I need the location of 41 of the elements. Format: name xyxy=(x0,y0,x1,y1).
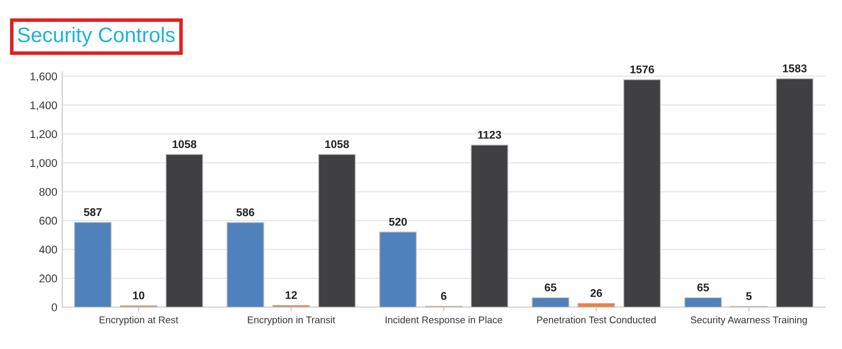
bar xyxy=(166,154,204,308)
bar xyxy=(623,79,661,308)
data-label: 10 xyxy=(133,291,144,300)
bar xyxy=(470,144,508,308)
y-tick-label: 800 xyxy=(39,188,58,196)
x-tick-label: Encryption in Transit xyxy=(248,316,336,326)
bar xyxy=(318,154,356,308)
y-tick-label: 600 xyxy=(39,216,58,225)
data-label: 587 xyxy=(84,208,102,216)
data-label: 65 xyxy=(544,284,556,292)
bar xyxy=(684,297,722,308)
data-label: 65 xyxy=(697,284,709,292)
y-tick-label: 1,400 xyxy=(30,101,58,111)
x-tick-label: Penetration Test Conducted xyxy=(537,316,656,324)
data-label: 1576 xyxy=(630,65,654,74)
bar xyxy=(226,222,264,308)
data-label: 1058 xyxy=(172,140,196,148)
data-label: 1583 xyxy=(782,64,807,72)
x-tick-label: Incident Response in Place xyxy=(386,316,502,326)
data-label: 6 xyxy=(441,292,446,300)
x-tick-label: Encryption at Rest xyxy=(100,316,178,326)
x-tick-label: Security Awarness Training xyxy=(690,316,807,326)
y-tick-label: 1,000 xyxy=(30,159,58,168)
data-label: 1123 xyxy=(478,130,502,139)
data-label: 586 xyxy=(236,208,254,216)
bar xyxy=(74,222,112,308)
data-label: 520 xyxy=(389,218,407,226)
bar xyxy=(379,232,417,308)
data-label: 26 xyxy=(590,289,602,298)
y-tick-label: 400 xyxy=(39,246,58,254)
y-tick-label: 1,600 xyxy=(30,72,58,82)
data-label: 5 xyxy=(746,292,752,300)
y-tick-label: 1,200 xyxy=(30,130,58,140)
bar xyxy=(578,302,616,308)
chart-title: Security Controls xyxy=(18,26,175,46)
y-tick-label: 200 xyxy=(39,274,58,282)
data-label: 1058 xyxy=(325,140,349,148)
y-tick-label: 0 xyxy=(52,303,58,312)
bar xyxy=(776,78,814,308)
bar xyxy=(532,297,570,308)
data-label: 12 xyxy=(286,291,297,299)
